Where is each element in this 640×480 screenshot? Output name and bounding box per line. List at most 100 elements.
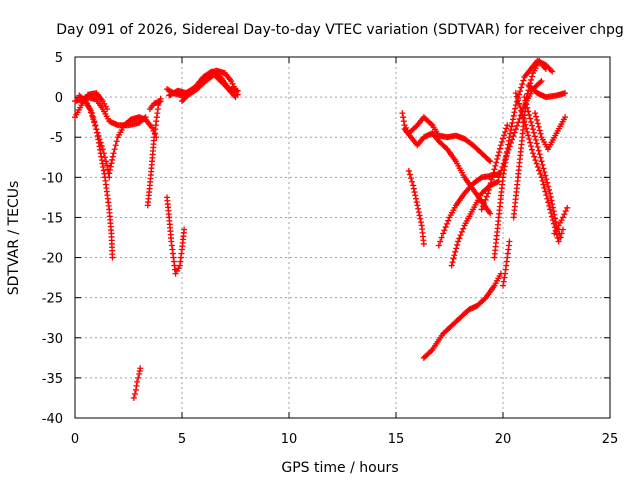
data-point [547, 190, 554, 197]
data-point [562, 114, 569, 121]
data-point [417, 215, 424, 222]
series-trace-28 [478, 122, 511, 213]
data-point [542, 66, 549, 73]
data-point [505, 146, 512, 153]
data-point [516, 115, 523, 122]
data-point [539, 177, 546, 184]
data-point [406, 171, 413, 178]
data-point [514, 97, 521, 104]
data-point [485, 186, 492, 193]
data-point [96, 136, 103, 143]
y-tick-label: 5 [55, 51, 63, 66]
data-point [546, 202, 553, 209]
data-point [485, 157, 492, 164]
data-point [506, 238, 513, 245]
data-point [501, 157, 508, 164]
data-point [496, 149, 503, 156]
data-point [110, 150, 117, 157]
data-point [509, 119, 516, 126]
data-point [417, 219, 424, 226]
data-point [457, 232, 464, 239]
data-point [109, 254, 116, 261]
x-tick-label: 20 [495, 432, 512, 447]
data-point [525, 108, 532, 115]
data-point [228, 78, 235, 85]
data-point [494, 155, 501, 162]
data-point [549, 204, 556, 211]
data-point [542, 172, 549, 179]
data-point [538, 158, 545, 165]
data-point [544, 179, 551, 186]
data-point [550, 208, 557, 215]
y-tick-label: -5 [50, 131, 63, 146]
data-point [535, 147, 542, 154]
y-tick-label: -35 [42, 372, 63, 387]
data-point [532, 110, 539, 117]
x-axis-label: GPS time / hours [281, 460, 398, 476]
data-point [441, 227, 448, 234]
data-point [559, 214, 566, 221]
data-point [491, 166, 498, 173]
series-trace-1 [72, 90, 111, 121]
data-point [412, 192, 419, 199]
data-point [541, 168, 548, 175]
data-point [493, 159, 500, 166]
data-point [538, 174, 545, 181]
data-point [509, 136, 516, 143]
data-point [527, 139, 534, 146]
series-trace-18 [420, 270, 504, 361]
data-point [548, 197, 555, 204]
data-point [448, 262, 455, 269]
data-point [534, 144, 541, 151]
data-point [440, 230, 447, 237]
data-point [93, 126, 100, 133]
data-point [507, 127, 514, 134]
data-point [537, 154, 544, 161]
data-point [498, 167, 505, 174]
data-point [86, 106, 93, 113]
data-point [438, 234, 445, 241]
data-point [435, 242, 442, 249]
data-point [487, 158, 494, 165]
data-point [410, 182, 417, 189]
data-point [520, 77, 527, 84]
data-point [131, 390, 138, 397]
x-tick-label: 25 [602, 432, 619, 447]
data-point [107, 163, 114, 170]
y-tick-label: -20 [42, 252, 63, 267]
data-point [157, 98, 164, 105]
data-point [536, 151, 543, 158]
data-point [528, 76, 535, 83]
data-point [113, 138, 120, 145]
data-point [428, 347, 435, 354]
data-point [536, 167, 543, 174]
data-point [487, 180, 494, 187]
data-point [537, 130, 544, 137]
series-trace-6 [144, 95, 164, 209]
data-point [504, 122, 511, 129]
data-point [518, 109, 525, 116]
series-trace-15 [405, 167, 427, 247]
data-point [525, 87, 532, 94]
data-point [510, 112, 517, 119]
x-tick-labels: 0 5 10 15 20 25 [71, 432, 618, 447]
data-point [512, 126, 519, 133]
data-point [149, 124, 156, 131]
data-point [498, 138, 505, 145]
data-point [542, 188, 549, 195]
data-point [531, 153, 538, 160]
data-point [496, 170, 503, 177]
data-point [564, 204, 571, 211]
data-point [490, 169, 497, 176]
data-point [534, 120, 541, 127]
data-point [552, 215, 559, 222]
data-point [510, 133, 517, 140]
data-point [111, 146, 118, 153]
data-point [511, 109, 518, 116]
y-tick-label: -10 [42, 171, 63, 186]
data-point [496, 145, 503, 152]
data-point [415, 205, 422, 212]
data-point [519, 81, 526, 88]
data-point [513, 93, 520, 100]
